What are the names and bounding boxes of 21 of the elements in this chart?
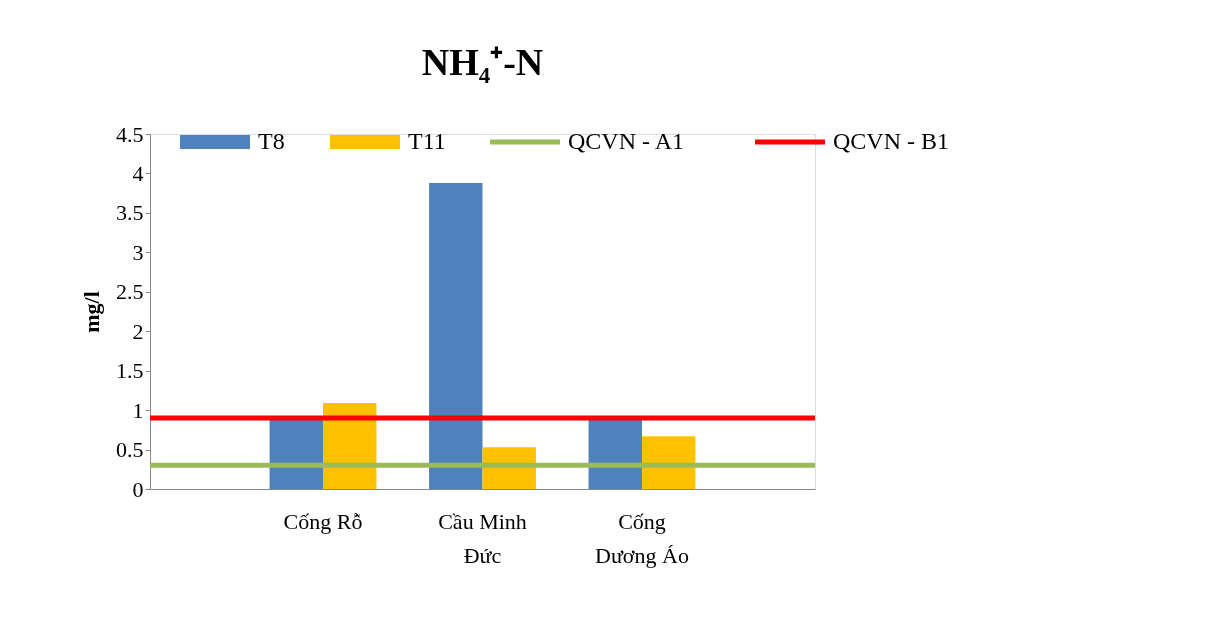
x-tick-label: Cầu Minh Đức [438,508,527,568]
y-tick-label: 4.5 [116,121,144,147]
y-tick-label: 0 [132,476,144,502]
y-tick-label: 1.5 [116,358,144,384]
chart-title: NH₄⁺-N [421,41,544,83]
legend-label: T11 [408,128,446,154]
y-tick-label: 4 [132,160,144,186]
y-axis-title: mg/l [79,291,104,333]
legend-label: T8 [258,128,285,154]
bar [641,436,696,489]
legend-label: QCVN - A1 [568,128,685,154]
legend-label: QCVN - B1 [833,128,950,154]
y-tick-label: 1 [132,397,144,423]
bar [429,182,483,489]
y-tick-label: 0.5 [116,437,144,463]
y-tick-label: 2 [132,318,144,344]
y-tick-label: 3.5 [116,200,144,226]
x-tick-label: Cống Dương Áo [595,508,689,568]
y-tick-label: 3 [132,239,144,265]
y-tick-label: 2.5 [116,279,144,305]
x-tick-label: Cống Rỗ [283,508,363,534]
